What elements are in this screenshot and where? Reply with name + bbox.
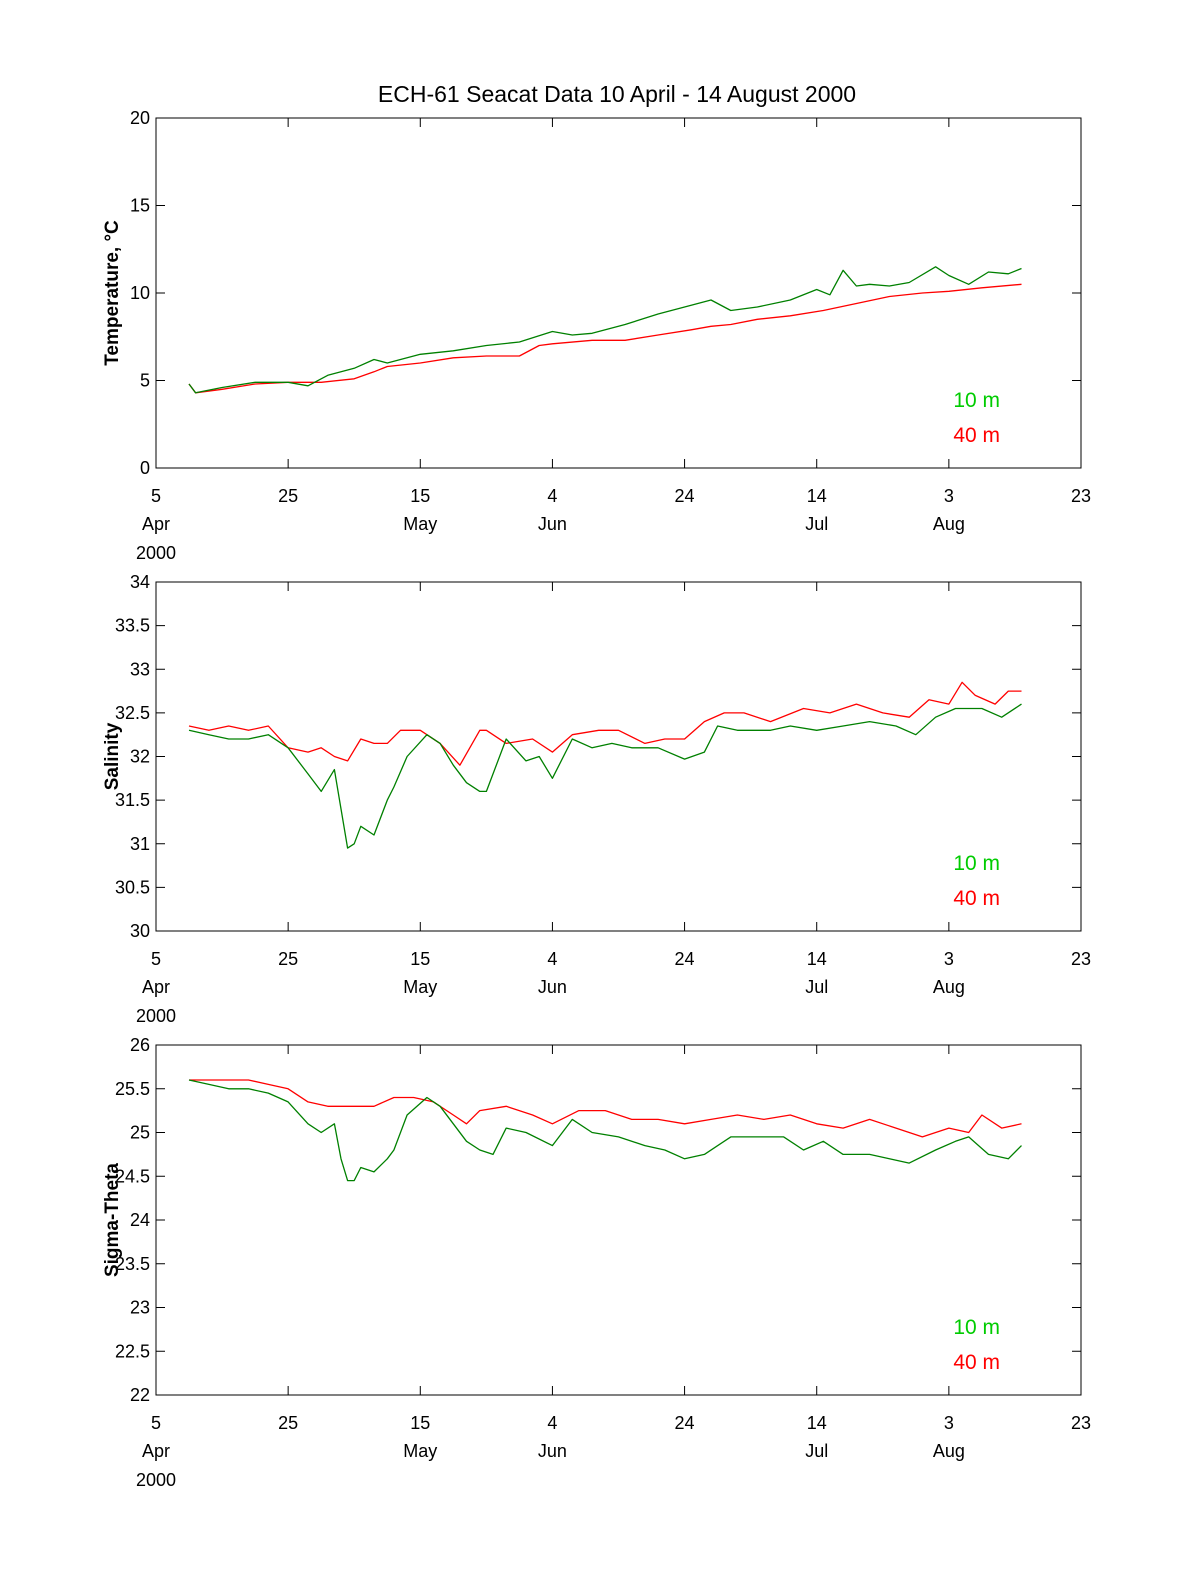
- x-tick-month-label: Aug: [933, 1441, 965, 1461]
- x-tick-label: 23: [1071, 949, 1091, 969]
- series-line-40m: [189, 1079, 1022, 1138]
- x-tick-month-label: Apr: [142, 977, 170, 997]
- series-line-40m: [188, 283, 1022, 394]
- x-tick-label: 5: [151, 949, 161, 969]
- panel-2: 22 22.5 23 23.5 24 24.5 25 25.5 26 5 Apr 2000 25 15 Ma…: [102, 1035, 1091, 1490]
- y-axis-label: Salinity: [102, 722, 123, 790]
- x-tick-month-label: Jun: [538, 977, 567, 997]
- y-tick-label: 0: [140, 458, 150, 478]
- x-tick-month-label: Apr: [142, 514, 170, 534]
- y-tick-label: 31.5: [115, 790, 150, 810]
- x-tick-label: 3: [944, 1413, 954, 1433]
- x-tick-month-label: May: [403, 977, 437, 997]
- x-tick-label: 15: [410, 949, 430, 969]
- x-tick-label: 24: [675, 949, 695, 969]
- y-tick-label: 23: [130, 1298, 150, 1318]
- legend-entry-10m: 10 m: [953, 1316, 1000, 1339]
- series-line-10m: [188, 703, 1022, 849]
- y-tick-label: 25: [130, 1123, 150, 1143]
- x-tick-label: 4: [547, 1413, 557, 1433]
- y-tick-label: 22: [130, 1385, 150, 1405]
- y-tick-label: 30: [130, 921, 150, 941]
- x-tick-label: 25: [278, 949, 298, 969]
- y-tick-label: 24.5: [115, 1166, 150, 1186]
- x-tick-label: 25: [278, 1413, 298, 1433]
- x-tick-month-label: Apr: [142, 1441, 170, 1461]
- x-tick-label: 25: [278, 486, 298, 506]
- y-tick-label: 33.5: [115, 616, 150, 636]
- x-tick-label: 5: [151, 486, 161, 506]
- x-tick-year-label: 2000: [136, 543, 176, 563]
- y-axis-label: Sigma-Theta: [102, 1163, 123, 1277]
- x-tick-label: 14: [807, 949, 827, 969]
- x-tick-month-label: Aug: [933, 514, 965, 534]
- y-tick-label: 20: [130, 108, 150, 128]
- y-tick-label: 23.5: [115, 1254, 150, 1274]
- x-tick-label: 24: [675, 1413, 695, 1433]
- x-tick-month-label: Jul: [805, 514, 828, 534]
- plot-frame: [155, 117, 1082, 469]
- chart-title: ECH-61 Seacat Data 10 April - 14 August …: [378, 81, 856, 107]
- y-tick-label: 30.5: [115, 877, 150, 897]
- y-tick-label: 33: [130, 659, 150, 679]
- y-tick-label: 32: [130, 747, 150, 767]
- x-tick-label: 4: [547, 949, 557, 969]
- y-tick-label: 24: [130, 1210, 150, 1230]
- legend-entry-10m: 10 m: [953, 852, 1000, 875]
- x-tick-label: 3: [944, 486, 954, 506]
- y-axis-label: Temperature, °C: [102, 220, 123, 366]
- y-tick-label: 25.5: [115, 1079, 150, 1099]
- x-tick-month-label: Jun: [538, 514, 567, 534]
- x-tick-label: 15: [410, 486, 430, 506]
- y-tick-label: 31: [130, 834, 150, 854]
- x-tick-label: 14: [807, 486, 827, 506]
- x-tick-label: 24: [675, 486, 695, 506]
- y-tick-label: 10: [130, 283, 150, 303]
- x-tick-month-label: Jul: [805, 977, 828, 997]
- x-tick-year-label: 2000: [136, 1006, 176, 1026]
- x-tick-label: 15: [410, 1413, 430, 1433]
- series-line-10m: [188, 266, 1022, 394]
- x-tick-label: 3: [944, 949, 954, 969]
- plot-frame: [155, 1044, 1082, 1396]
- legend-entry-40m: 40 m: [953, 424, 1000, 447]
- x-tick-label: 4: [547, 486, 557, 506]
- y-tick-label: 34: [130, 572, 150, 592]
- series-line-40m: [188, 681, 1022, 766]
- y-tick-label: 22.5: [115, 1341, 150, 1361]
- x-tick-month-label: Jul: [805, 1441, 828, 1461]
- x-tick-label: 23: [1071, 1413, 1091, 1433]
- x-tick-month-label: Jun: [538, 1441, 567, 1461]
- x-tick-month-label: May: [403, 1441, 437, 1461]
- x-tick-label: 14: [807, 1413, 827, 1433]
- x-tick-month-label: May: [403, 514, 437, 534]
- y-tick-label: 15: [130, 196, 150, 216]
- legend-entry-40m: 40 m: [953, 1351, 1000, 1374]
- y-tick-label: 5: [140, 371, 150, 391]
- legend-entry-10m: 10 m: [953, 389, 1000, 412]
- legend-entry-40m: 40 m: [953, 887, 1000, 910]
- y-tick-label: 26: [130, 1035, 150, 1055]
- series-line-10m: [188, 1079, 1022, 1182]
- x-tick-label: 23: [1071, 486, 1091, 506]
- x-tick-label: 5: [151, 1413, 161, 1433]
- x-tick-year-label: 2000: [136, 1470, 176, 1490]
- y-tick-label: 32.5: [115, 703, 150, 723]
- x-tick-month-label: Aug: [933, 977, 965, 997]
